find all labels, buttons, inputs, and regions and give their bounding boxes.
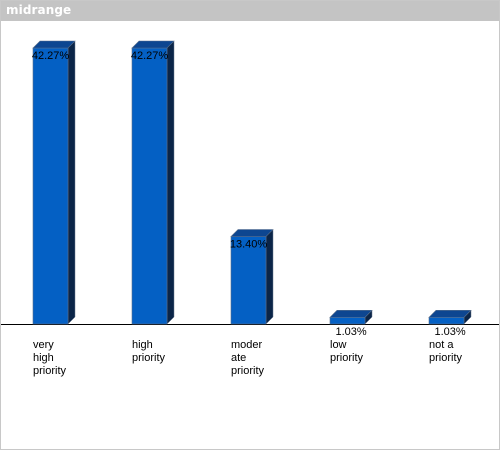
bar-top-2 [230, 229, 274, 237]
bar-side-0 [67, 40, 76, 325]
bar-2 [230, 236, 267, 325]
x-tick-label-4: not a priority [429, 339, 463, 364]
bar-top-1 [131, 40, 175, 49]
x-tick-label-line: high [132, 339, 153, 351]
bar-top-3 [329, 309, 373, 318]
bar-3 [329, 316, 366, 325]
x-tick-label-2: moder ate priority [231, 339, 265, 377]
x-tick-label-line: not a [429, 339, 454, 351]
x-tick-label-line: ate [231, 352, 246, 364]
title-bar: midrange [1, 1, 499, 21]
data-label-1: 42.27% [131, 50, 169, 62]
x-tick-label-1: high priority [132, 339, 166, 364]
bar-0 [32, 47, 69, 325]
x-tick-label-line: very [33, 339, 54, 351]
x-tick-label-line: moder [231, 339, 263, 351]
data-label-0: 42.27% [32, 50, 70, 62]
x-tick-label-line: priority [231, 365, 265, 377]
bar-top-0 [32, 40, 76, 49]
data-label-4: 1.03% [435, 326, 466, 338]
data-label-3: 1.03% [336, 326, 367, 338]
x-tick-label-0: very high priority [33, 339, 67, 377]
data-label-2: 13.40% [230, 239, 268, 251]
x-tick-label-line: priority [429, 352, 463, 364]
x-tick-label-line: high [33, 352, 54, 364]
x-tick-label-line: priority [33, 365, 67, 377]
x-tick-label-3: low priority [330, 339, 364, 364]
bar-4 [428, 316, 465, 325]
bar-top-4 [428, 309, 472, 318]
window-title: midrange [6, 3, 72, 17]
bar-side-1 [166, 40, 175, 325]
x-tick-label-line: low [330, 339, 347, 351]
x-tick-label-line: priority [132, 352, 166, 364]
x-tick-label-line: priority [330, 352, 364, 364]
bar-1 [131, 47, 168, 325]
